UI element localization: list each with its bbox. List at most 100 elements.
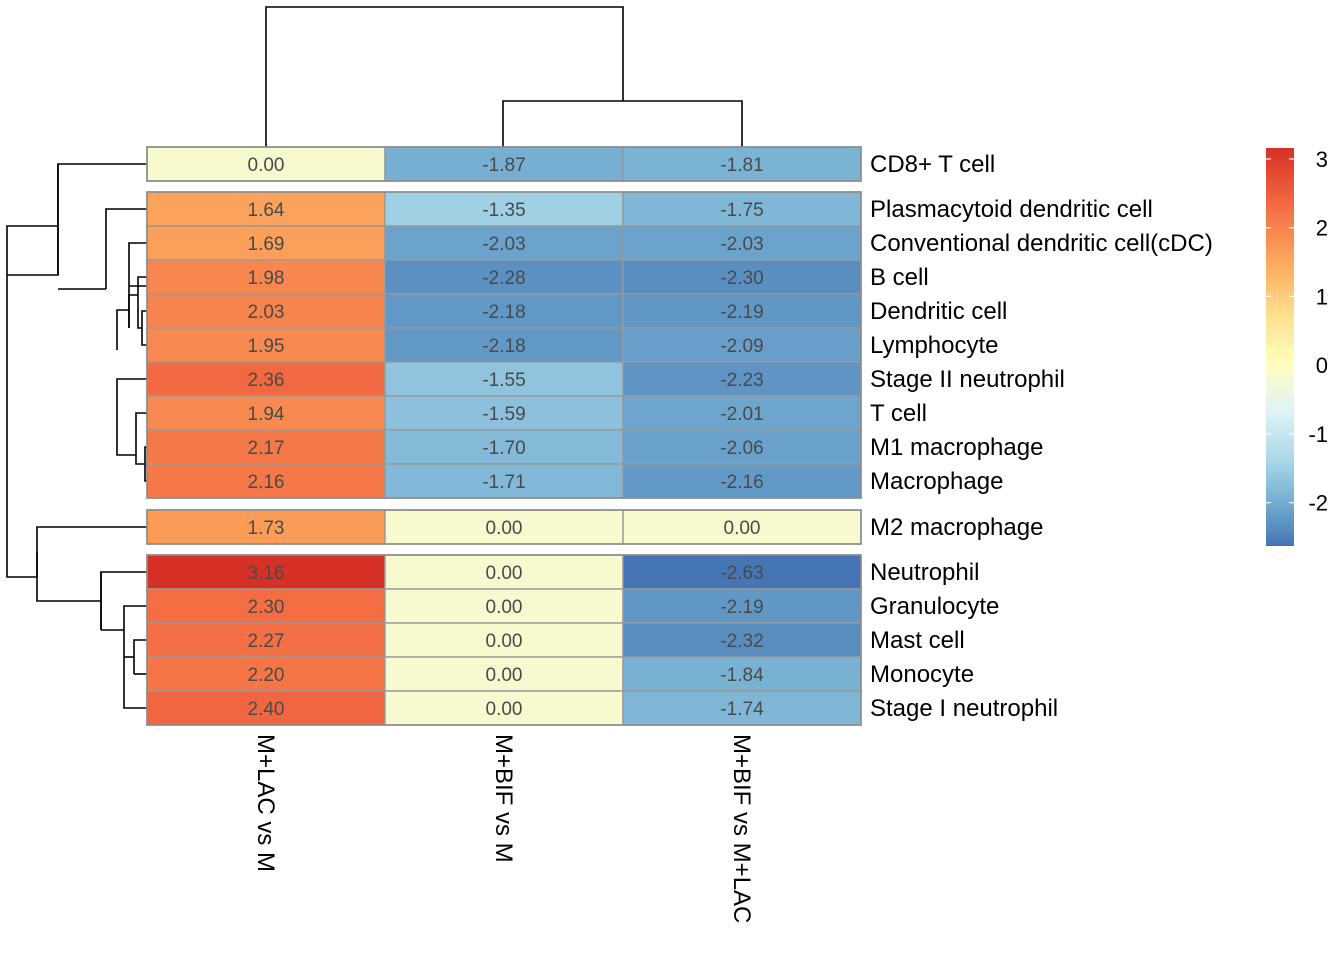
row-dendrogram-branch [116,309,129,350]
heatmap-cell [622,293,862,329]
row-label: B cell [870,264,929,291]
row-label: M2 macrophage [870,514,1043,541]
column-dendrogram-branch [502,100,743,147]
cell-value-label: -1.87 [482,155,525,176]
heatmap-cell [622,395,862,431]
color-legend-bar [1266,148,1294,546]
row-dendrogram-branch [36,526,147,552]
heatmap-cells: 0.00 -1.87 -1.81 1.64 -1.35 -1.75 1.69 -2.03 -2.… [146,146,862,726]
cell-value-label: -1.71 [482,472,525,493]
legend-tick-label: 1 [1316,284,1328,309]
cell-value-label: 0.00 [724,518,761,539]
heatmap-cell [384,327,624,363]
heatmap-cell [622,690,862,726]
cell-value-label: 0.00 [248,155,285,176]
row-dendrogram-branch [116,413,136,456]
heatmap-cell [146,622,386,658]
row-dendrogram-branch [6,225,58,578]
cell-value-label: 2.16 [248,472,285,493]
row-dendrogram-branch [57,163,147,275]
cell-value-label: -1.35 [482,200,525,221]
cell-value-label: -1.84 [720,665,764,686]
heatmap-cell [622,656,862,692]
row-dendrogram-branch [135,455,145,465]
cell-value-label: -1.75 [720,200,763,221]
heatmap-cell [622,259,862,295]
cell-value-label: 2.30 [248,597,285,618]
cell-value-label: 1.73 [248,518,285,539]
cell-value-label: -2.09 [720,336,763,357]
heatmap-cell [384,395,624,431]
row-label: Lymphocyte [870,332,999,359]
column-dendrogram-branch [265,6,624,147]
column-label: M+BIF vs M [490,734,517,863]
row-label: Macrophage [870,468,1003,495]
column-labels: M+LAC vs M M+BIF vs M M+BIF vs M+LAC [252,734,755,923]
column-label: M+BIF vs M+LAC [728,734,755,923]
row-dendrogram-branch [137,295,142,329]
row-label: Conventional dendritic cell(cDC) [870,230,1213,257]
row-dendrogram-branch [7,164,59,276]
legend-tick-label: -1 [1308,422,1328,447]
heatmap-cell [384,509,624,545]
row-group-border [146,146,862,182]
cell-value-label: 0.00 [486,597,523,618]
cell-value-label: -2.19 [720,302,763,323]
heatmap-cell [384,259,624,295]
cell-value-label: -2.06 [720,438,763,459]
cell-value-label: 2.27 [248,631,285,652]
heatmap-cell [384,361,624,397]
cell-value-label: -2.03 [482,234,525,255]
heatmap-cell [622,191,862,227]
row-label: Mast cell [870,627,965,654]
row-dendrogram-branch [116,378,147,413]
row-label: CD8+ T cell [870,151,995,178]
row-dendrogram-branch [123,657,147,709]
row-dendrogram-branch [137,276,147,295]
column-label: M+LAC vs M [252,734,279,872]
cell-value-label: 1.98 [248,268,285,289]
row-label: Monocyte [870,661,974,688]
cell-value-label: 0.00 [486,563,523,584]
cell-value-label: -2.32 [720,631,763,652]
heatmap-cell [622,146,862,182]
heatmap-cell [384,588,624,624]
cell-value-label: -1.74 [720,699,764,720]
cell-value-label: -1.59 [482,404,525,425]
cell-value-label: -1.70 [482,438,525,459]
heatmap-cell [622,327,862,363]
cell-value-label: -1.55 [482,370,525,391]
cell-value-label: 1.94 [248,404,285,425]
row-label: T cell [870,400,927,427]
cell-value-label: -2.16 [720,472,763,493]
row-label: Stage I neutrophil [870,695,1058,722]
cell-value-label: 1.69 [248,234,285,255]
row-group-border [146,509,862,545]
legend-tick-label: 3 [1316,147,1328,172]
cell-value-label: -2.19 [720,597,763,618]
cell-value-label: 2.03 [248,302,285,323]
column-dendrogram [265,6,743,147]
color-legend: 3 2 1 0 -1 -2 [1266,147,1328,546]
row-label: Dendritic cell [870,298,1007,325]
cell-value-label: 0.00 [486,665,523,686]
cell-value-label: 2.36 [248,370,285,391]
cell-value-label: -2.18 [482,336,525,357]
row-dendrogram-branch [141,310,147,328]
heatmap-cell [622,509,862,545]
heatmap-cell [146,361,386,397]
row-dendrogram-branch [135,412,147,455]
cell-value-label: -2.28 [482,268,525,289]
heatmap-cell [622,622,862,658]
row-label: Granulocyte [870,593,999,620]
row-labels: CD8+ T cell Plasmacytoid dendritic cell Co… [870,151,1213,722]
row-dendrogram-branch [133,639,147,674]
row-dendrogram-branch [105,208,147,289]
cell-value-label: 2.40 [248,699,285,720]
cell-value-label: -2.30 [720,268,763,289]
cell-value-label: -2.18 [482,302,525,323]
cell-value-label: 1.95 [248,336,285,357]
heatmap-cell [146,429,386,465]
cell-value-label: -2.23 [720,370,763,391]
